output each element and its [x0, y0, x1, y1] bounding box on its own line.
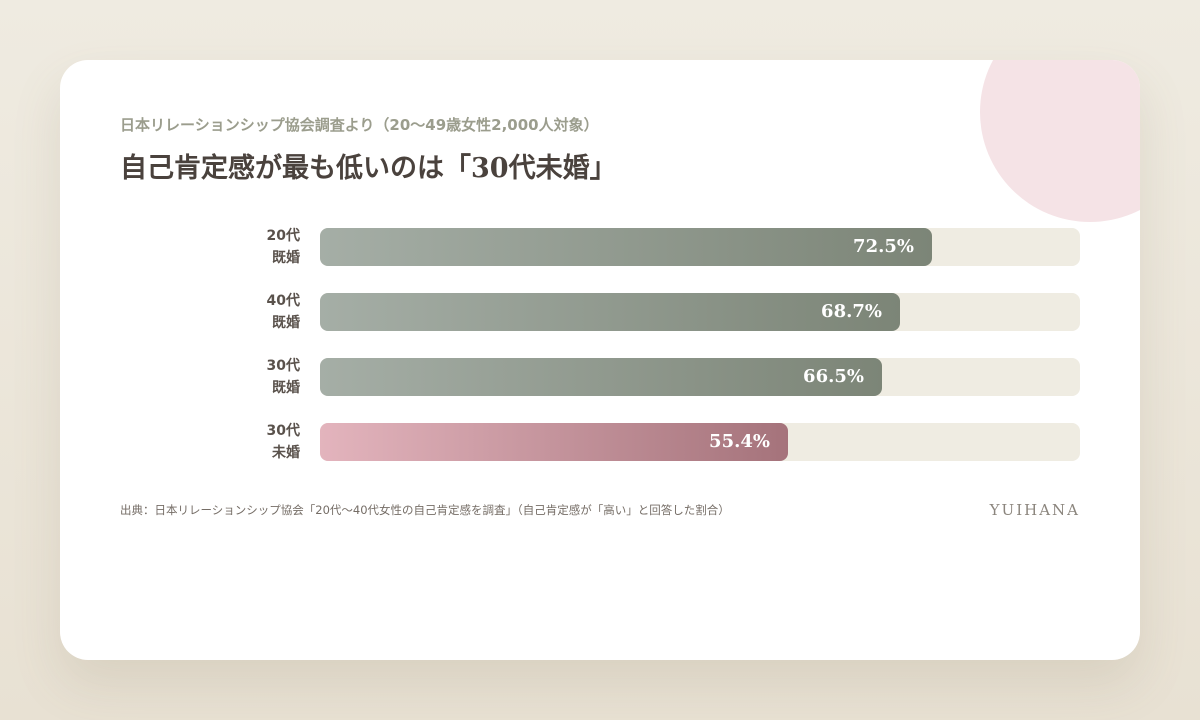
bar-highlight — [320, 423, 788, 461]
bar-value-label: 72.5% — [853, 236, 914, 257]
category-label-line: 40代 — [266, 293, 300, 309]
category-label-line: 30代 — [266, 423, 300, 439]
chart-title: 自己肯定感が最も低いのは「30代未婚」 — [120, 153, 617, 184]
category-label: 30代未婚 — [220, 420, 300, 464]
category-label-line: 30代 — [266, 358, 300, 374]
category-label-line: 既婚 — [272, 380, 300, 396]
brand-logo-text: YUIHANA — [989, 501, 1080, 519]
category-label: 40代既婚 — [220, 290, 300, 334]
bar-value-label: 68.7% — [821, 301, 882, 322]
bar-value-label: 66.5% — [803, 366, 864, 387]
category-label: 30代既婚 — [220, 355, 300, 399]
bar — [320, 358, 882, 396]
category-label-line: 未婚 — [272, 445, 300, 461]
chart-subtitle: 日本リレーションシップ協会調査より（20〜49歳女性2,000人対象） — [120, 116, 599, 134]
category-label: 20代既婚 — [220, 225, 300, 269]
bar — [320, 293, 900, 331]
bar — [320, 228, 932, 266]
category-label-line: 既婚 — [272, 315, 300, 331]
source-footnote: 出典：日本リレーションシップ協会「20代〜40代女性の自己肯定感を調査」（自己肯… — [120, 503, 730, 517]
chart-card: 日本リレーションシップ協会調査より（20〜49歳女性2,000人対象） 自己肯定… — [60, 60, 1140, 660]
bar-value-label: 55.4% — [709, 431, 770, 452]
bar-chart: 20代 既婚 72.5% 40代 既婚 68.7% 30代 既婚 66.5% 30代 未婚 55.4% — [60, 60, 1140, 660]
category-label-line: 既婚 — [272, 250, 300, 266]
category-label-line: 20代 — [266, 228, 300, 244]
